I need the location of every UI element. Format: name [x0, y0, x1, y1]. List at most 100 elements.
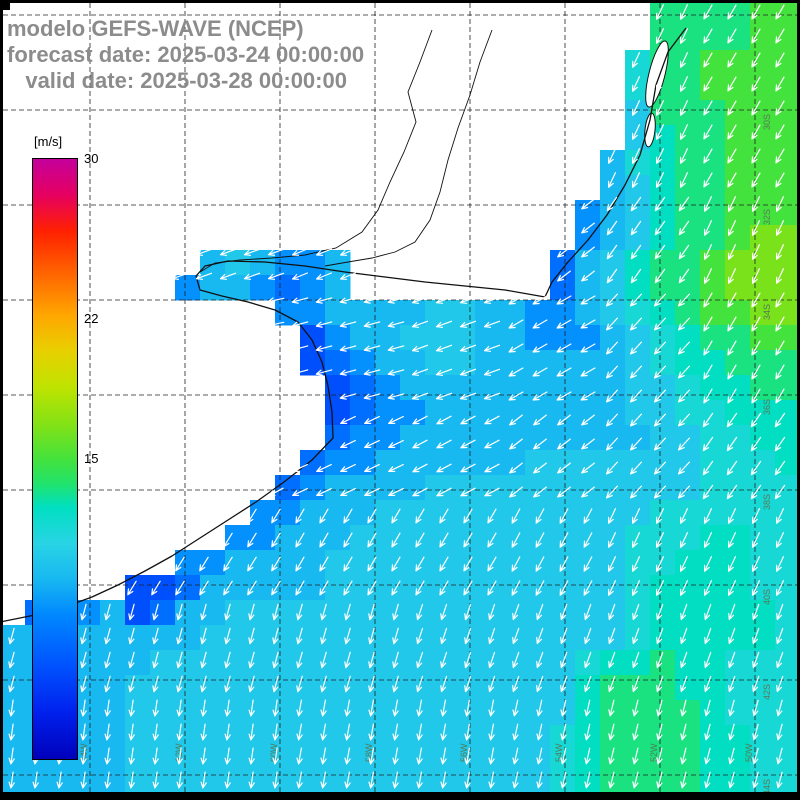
speed-cell [175, 575, 201, 601]
speed-cell [625, 750, 651, 776]
wind-arrow [752, 244, 760, 260]
speed-cell [650, 450, 676, 476]
wind-arrow [296, 675, 303, 693]
speed-cell [525, 475, 551, 501]
wind-arrow [680, 148, 688, 164]
speed-cell [675, 725, 701, 751]
speed-cell [625, 350, 651, 376]
speed-cell [625, 375, 651, 401]
wind-arrow [775, 4, 785, 20]
wind-arrow [440, 747, 447, 765]
wind-arrow [583, 556, 593, 572]
wind-arrow [512, 699, 519, 717]
wind-arrow [776, 532, 784, 548]
wind-arrow [464, 747, 471, 765]
speed-cell [600, 450, 626, 476]
wind-arrow [704, 771, 711, 789]
wind-arrow [344, 723, 351, 741]
speed-cell [225, 750, 251, 776]
wind-arrow [320, 699, 327, 717]
wind-arrow [704, 508, 712, 524]
speed-cell [750, 375, 776, 401]
wind-arrow [8, 771, 15, 789]
speed-cell [650, 350, 676, 376]
wind-arrow [560, 699, 567, 717]
wind-arrow [584, 627, 592, 645]
speed-cell [575, 525, 601, 551]
speed-cell [350, 425, 376, 451]
wind-arrow [224, 603, 231, 621]
wind-arrow [630, 413, 642, 427]
speed-cell [650, 725, 676, 751]
speed-cell [650, 425, 676, 451]
wind-arrow [656, 148, 664, 164]
wind-arrow [654, 244, 666, 260]
wind-arrow [80, 699, 87, 717]
wind-arrow [367, 508, 377, 524]
wind-arrow [368, 699, 375, 717]
wind-arrow [656, 532, 664, 548]
speed-cell [225, 575, 251, 601]
wind-arrow [272, 627, 279, 645]
speed-cell [750, 25, 776, 51]
wind-arrow [727, 28, 737, 44]
wind-arrow [440, 723, 447, 741]
speed-cell [650, 325, 676, 351]
speed-cell [175, 600, 201, 626]
wind-arrow [776, 220, 784, 236]
lon-label: 58W [364, 743, 374, 762]
speed-cell [500, 400, 526, 426]
speed-cell [700, 200, 726, 226]
speed-cell [0, 625, 26, 651]
wind-arrow [703, 4, 713, 20]
speed-cell [425, 600, 451, 626]
speed-cell [400, 700, 426, 726]
speed-cell [775, 175, 800, 201]
speed-cell [775, 425, 800, 451]
speed-cell [425, 400, 451, 426]
wind-arrow [224, 747, 231, 765]
wind-arrow [728, 556, 736, 572]
wind-arrow [533, 414, 547, 426]
wind-arrow [632, 723, 639, 741]
wind-arrow [128, 651, 135, 669]
wind-arrow [630, 461, 642, 475]
wind-arrow [320, 747, 327, 765]
speed-cell [200, 650, 226, 676]
wind-arrow [295, 508, 305, 524]
wind-arrow [320, 603, 327, 621]
wind-arrow [703, 148, 713, 164]
speed-cell [450, 750, 476, 776]
speed-cell [725, 375, 751, 401]
wind-arrow [632, 651, 640, 669]
wind-arrow [728, 508, 736, 524]
speed-cell [275, 750, 301, 776]
wind-arrow [8, 675, 15, 693]
wind-arrow [128, 723, 135, 741]
speed-cell [425, 725, 451, 751]
wind-arrow [581, 414, 595, 426]
speed-cell [625, 725, 651, 751]
wind-arrow [464, 627, 472, 645]
speed-cell [650, 700, 676, 726]
wind-arrow [704, 699, 711, 717]
speed-cell [650, 600, 676, 626]
wind-arrow [363, 321, 381, 328]
speed-cell [700, 700, 726, 726]
speed-cell [775, 75, 800, 101]
speed-cell [700, 175, 726, 201]
wind-arrow [704, 532, 712, 548]
wind-arrow [416, 699, 423, 717]
map-header: modelo GEFS-WAVE (NCEP) forecast date: 2… [7, 16, 364, 94]
wind-arrow [291, 321, 309, 328]
wind-arrow [608, 532, 616, 548]
speed-cell [700, 25, 726, 51]
wind-arrow [536, 651, 544, 669]
wind-arrow [224, 699, 231, 717]
wind-arrow [727, 316, 737, 332]
wind-arrow [560, 651, 568, 669]
speed-cell [625, 425, 651, 451]
wind-arrow [751, 124, 761, 140]
speed-cell [550, 600, 576, 626]
wind-arrow [316, 464, 332, 472]
